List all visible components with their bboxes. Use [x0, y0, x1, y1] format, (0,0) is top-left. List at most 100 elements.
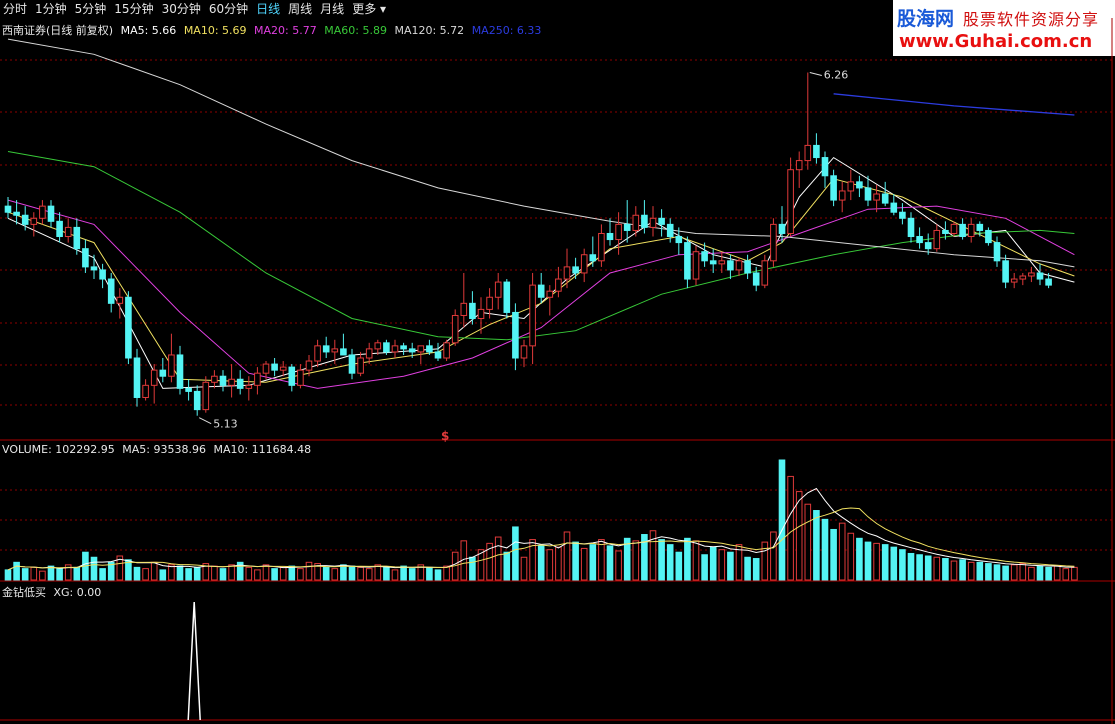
candle-body [13, 211, 20, 216]
volume-bar [64, 564, 72, 581]
volume-bar [477, 549, 485, 581]
candle-body [830, 175, 837, 201]
candle-body [494, 281, 502, 298]
candle-body [357, 357, 364, 374]
candle-body [701, 251, 708, 262]
volume-bar [39, 570, 46, 581]
ma-line-ma60 [7, 151, 1075, 341]
volume-bar [563, 531, 571, 581]
volume-bar [211, 565, 218, 581]
volume-bar [735, 544, 743, 581]
volume-bar [279, 566, 287, 581]
tab-3[interactable]: 15分钟 [114, 2, 154, 16]
watermark-banner: 股海网 股票软件资源分享 www.Guhai.com.cn [893, 0, 1115, 56]
volume-bar [159, 569, 167, 581]
high-price-label: 6.26 [824, 69, 849, 82]
candle-body [589, 254, 597, 262]
tab-1[interactable]: 1分钟 [35, 2, 67, 16]
candle-body [520, 345, 528, 359]
signal-marker: $ [441, 429, 449, 443]
candle-body [408, 348, 416, 353]
candle-body [193, 390, 201, 411]
volume-bar [709, 546, 717, 581]
candle-body [1028, 272, 1035, 277]
volume-bar [1071, 566, 1078, 581]
tab-0[interactable]: 分时 [3, 2, 28, 16]
candle-body [770, 223, 777, 262]
candle-body [658, 217, 665, 225]
volume-ma5-label: MA5: 93538.96 [122, 443, 206, 456]
candle-body [1002, 260, 1009, 283]
tab-5[interactable]: 60分钟 [208, 2, 249, 16]
annotation-layer: 6.26 5.13 $ [198, 69, 849, 443]
ma5-label: MA5: 5.66 [120, 24, 177, 37]
candle-body [950, 223, 958, 234]
candle-body [942, 229, 949, 234]
candle-body [374, 342, 382, 350]
tab-2[interactable]: 5分钟 [74, 2, 107, 16]
volume-bar [236, 561, 244, 581]
volume-bar [99, 568, 106, 581]
candle-body [529, 284, 536, 347]
candle-body [90, 266, 98, 271]
volume-bar [1062, 568, 1070, 581]
volume-bar [907, 552, 915, 581]
candle-body [598, 232, 605, 262]
tab-4[interactable]: 30分钟 [161, 2, 201, 16]
volume-bar [297, 568, 304, 581]
ma10-label: MA10: 5.69 [183, 24, 247, 37]
tab-9[interactable]: 更多 ▾ [352, 2, 387, 16]
candle-body [623, 223, 631, 231]
volume-bar [641, 534, 648, 581]
volume-bar [529, 539, 536, 581]
candle-body [778, 223, 786, 234]
volume-bar [761, 541, 769, 581]
candle-body [735, 260, 743, 271]
candle-body [159, 369, 167, 377]
candle-body [434, 351, 442, 359]
volume-bar [976, 561, 984, 581]
volume-bar [125, 559, 132, 581]
candle-body [47, 205, 55, 222]
volume-bar [924, 555, 932, 581]
tab-7[interactable]: 周线 [288, 2, 313, 16]
candle-body [1019, 275, 1027, 280]
volume-bar [47, 565, 55, 581]
volume-bar [864, 541, 872, 581]
candle-body [417, 345, 425, 353]
watermark-url: www.Guhai.com.cn [899, 31, 1093, 52]
volume-bar [288, 565, 296, 581]
candle-body [254, 372, 261, 386]
candle-body [477, 308, 485, 320]
volume-bar [357, 566, 364, 581]
candle-body [64, 226, 72, 238]
volume-bar [193, 566, 201, 581]
tab-6[interactable]: 日线 [256, 2, 281, 16]
candle-body [873, 193, 880, 201]
volume-bar [838, 522, 846, 581]
candle-body [916, 236, 923, 244]
candle-body [469, 302, 476, 320]
candle-body [39, 205, 46, 219]
candle-body [451, 314, 459, 344]
candle-body [21, 214, 29, 225]
candle-body [890, 202, 898, 213]
volume-bar [606, 545, 614, 581]
tab-8[interactable]: 月线 [320, 2, 345, 16]
volume-bar [795, 491, 803, 581]
candle-body [804, 144, 812, 162]
candle-body [443, 342, 450, 359]
candle-body [271, 363, 278, 371]
volume-bar [985, 563, 992, 581]
high-pointer [809, 72, 822, 77]
candle-body [546, 290, 554, 298]
candle-body [383, 342, 390, 353]
volume-bar [56, 568, 63, 581]
volume-bar [322, 566, 330, 581]
volume-bar [1010, 564, 1018, 581]
candle-body [142, 384, 149, 398]
volume-bar [942, 558, 949, 581]
candle-body [864, 187, 872, 201]
volume-bar [494, 536, 502, 581]
candle-body [168, 354, 175, 377]
